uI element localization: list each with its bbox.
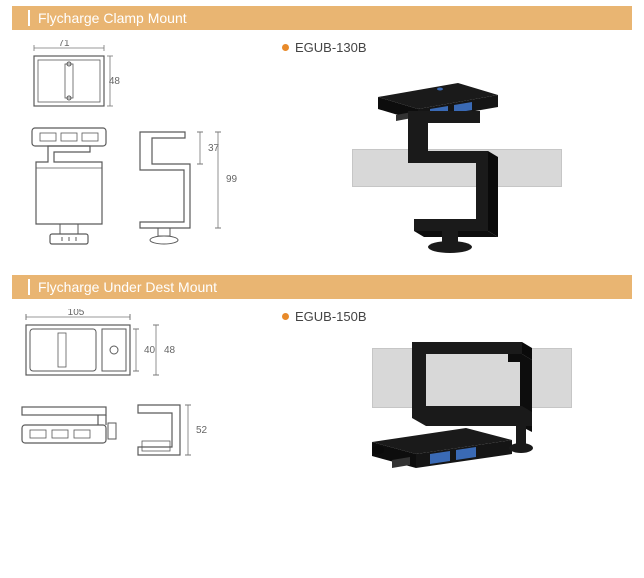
dim-side-total: 99 (226, 174, 238, 185)
model-text: EGUB-150B (295, 309, 367, 324)
content-row: 71 48 (0, 36, 644, 269)
top-view-diagram: 71 48 (12, 40, 122, 118)
model-line: EGUB-150B (282, 309, 632, 324)
section-title-bar: Flycharge Clamp Mount (12, 6, 632, 30)
diagram-column: 105 40 48 (12, 309, 262, 510)
top-view-diagram: 105 40 48 (12, 309, 182, 389)
dim-top-width: 105 (68, 309, 85, 318)
front-view-diagram (12, 124, 122, 254)
dim-top-height: 48 (109, 76, 121, 87)
model-text: EGUB-130B (295, 40, 367, 55)
diagram-column: 71 48 (12, 40, 262, 261)
product-photo (282, 330, 562, 510)
product-photo (282, 61, 562, 261)
section-title-bar: Flycharge Under Dest Mount (12, 275, 632, 299)
product-column: EGUB-150B (282, 309, 632, 510)
bullet-icon (282, 313, 289, 320)
section-title: Flycharge Clamp Mount (28, 10, 620, 26)
model-line: EGUB-130B (282, 40, 632, 55)
side-view-diagram: 37 99 (130, 124, 240, 254)
front-view-diagram (12, 395, 122, 475)
section-clamp-mount: Flycharge Clamp Mount 71 (0, 6, 644, 269)
bullet-icon (282, 44, 289, 51)
dim-h2: 48 (164, 345, 176, 356)
section-title: Flycharge Under Dest Mount (28, 279, 620, 295)
content-row: 105 40 48 (0, 305, 644, 518)
product-column: EGUB-130B (282, 40, 632, 261)
dim-top-width: 71 (58, 40, 70, 49)
dim-h1: 40 (144, 345, 156, 356)
section-under-desk-mount: Flycharge Under Dest Mount 105 (0, 275, 644, 518)
side-view-diagram: 52 (130, 395, 220, 475)
dim-side-height: 52 (196, 425, 208, 436)
